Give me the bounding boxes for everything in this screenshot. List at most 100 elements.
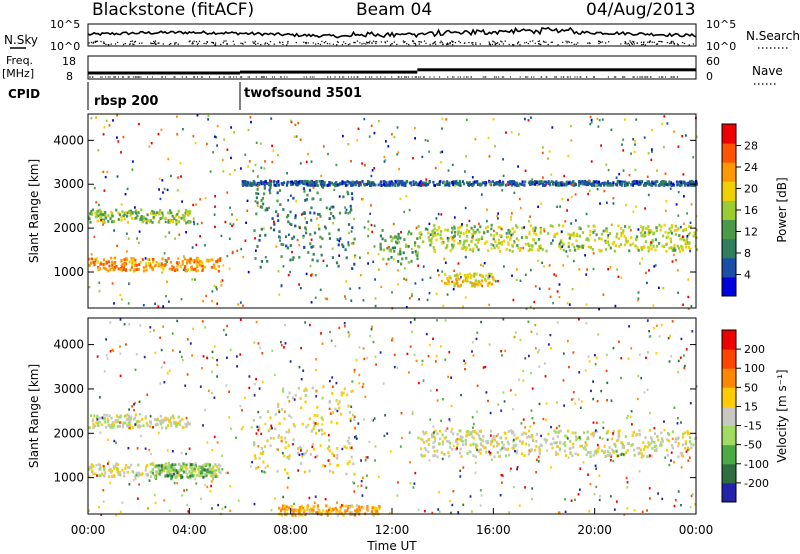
heatmap-cell [596, 188, 599, 191]
heatmap-cell [322, 509, 325, 513]
heatmap-cell [351, 267, 354, 270]
heatmap-cell [458, 437, 461, 441]
heatmap-cell [149, 326, 152, 329]
heatmap-cell [621, 443, 624, 446]
heatmap-cell [321, 429, 324, 432]
heatmap-cell [622, 169, 625, 172]
heatmap-cell [287, 220, 290, 224]
heatmap-cell [126, 424, 129, 427]
heatmap-cell [617, 432, 620, 435]
heatmap-cell [97, 463, 100, 466]
heatmap-cell [447, 440, 451, 443]
heatmap-cell [677, 436, 680, 440]
nsearch-point [630, 41, 632, 43]
heatmap-cell [332, 222, 334, 225]
heatmap-cell [649, 411, 651, 415]
heatmap-cell [597, 125, 600, 128]
heatmap-cell [490, 243, 493, 246]
heatmap-cell [313, 184, 316, 187]
heatmap-cell [167, 462, 170, 465]
heatmap-cell [331, 376, 334, 379]
heatmap-cell [155, 464, 158, 468]
heatmap-cell [620, 231, 623, 235]
heatmap-cell [465, 155, 467, 158]
nsearch-point [495, 42, 498, 45]
heatmap-cell [650, 441, 653, 445]
heatmap-cell [172, 416, 175, 420]
heatmap-cell [127, 447, 130, 450]
heatmap-cell [430, 237, 433, 241]
heatmap-cell [105, 338, 107, 341]
heatmap-cell [231, 224, 233, 228]
heatmap-cell [588, 510, 591, 513]
heatmap-cell [648, 443, 651, 447]
heatmap-cell [560, 230, 563, 233]
heatmap-cell [295, 509, 298, 513]
heatmap-cell [626, 507, 629, 510]
heatmap-cell [129, 209, 132, 213]
heatmap-cell [553, 235, 556, 239]
heatmap-cell [407, 245, 410, 248]
heatmap-cell [564, 441, 566, 444]
heatmap-cell [558, 424, 561, 428]
heatmap-cell [125, 232, 128, 235]
heatmap-cell [214, 135, 216, 138]
nave-point [92, 76, 94, 78]
heatmap-cell [618, 340, 620, 343]
heatmap-cell [587, 473, 589, 476]
heatmap-cell [153, 465, 156, 469]
heatmap-cell [592, 431, 596, 435]
heatmap-cell [154, 476, 157, 479]
heatmap-cell [529, 182, 532, 186]
heatmap-cell [213, 469, 216, 473]
heatmap-cell [521, 180, 524, 184]
heatmap-cell [222, 328, 225, 332]
heatmap-cell [428, 459, 431, 462]
heatmap-cell [361, 198, 364, 201]
heatmap-cell [264, 180, 267, 184]
heatmap-cell [476, 183, 480, 186]
heatmap-cell [310, 160, 313, 163]
heatmap-cell [599, 202, 601, 205]
heatmap-cell [545, 402, 548, 405]
heatmap-cell [328, 459, 331, 462]
heatmap-cell [545, 418, 547, 422]
heatmap-cell [358, 181, 361, 185]
heatmap-cell [343, 322, 346, 325]
heatmap-cell [347, 192, 350, 196]
heatmap-cell [95, 116, 97, 119]
heatmap-cell [475, 282, 478, 286]
heatmap-cell [319, 215, 322, 218]
heatmap-cell [124, 414, 127, 418]
heatmap-cell [92, 426, 95, 430]
heatmap-cell [510, 431, 513, 435]
heatmap-cell [213, 284, 216, 287]
heatmap-cell [184, 469, 187, 473]
heatmap-cell [324, 225, 327, 229]
heatmap-cell [584, 441, 587, 444]
heatmap-cell [344, 248, 347, 252]
heatmap-cell [540, 434, 542, 438]
nsearch-point [347, 43, 350, 46]
heatmap-cell [463, 359, 465, 362]
freq-tick-bottom: 8 [66, 70, 73, 83]
heatmap-cell [468, 433, 471, 437]
heatmap-cell [206, 356, 209, 360]
heatmap-cell [577, 247, 580, 251]
heatmap-cell [630, 444, 633, 447]
heatmap-cell [355, 437, 358, 440]
heatmap-cell [348, 210, 351, 214]
heatmap-cell [243, 183, 246, 186]
nsearch-point [508, 43, 510, 46]
nave-point [127, 76, 129, 78]
heatmap-cell [124, 268, 127, 271]
heatmap-cell [288, 400, 291, 403]
heatmap-cell [192, 135, 195, 138]
heatmap-cell [516, 268, 518, 271]
heatmap-cell [650, 437, 653, 441]
heatmap-cell [529, 425, 532, 428]
heatmap-cell [300, 462, 303, 465]
heatmap-cell [110, 210, 113, 214]
heatmap-cell [670, 444, 674, 447]
heatmap-cell [169, 260, 172, 264]
